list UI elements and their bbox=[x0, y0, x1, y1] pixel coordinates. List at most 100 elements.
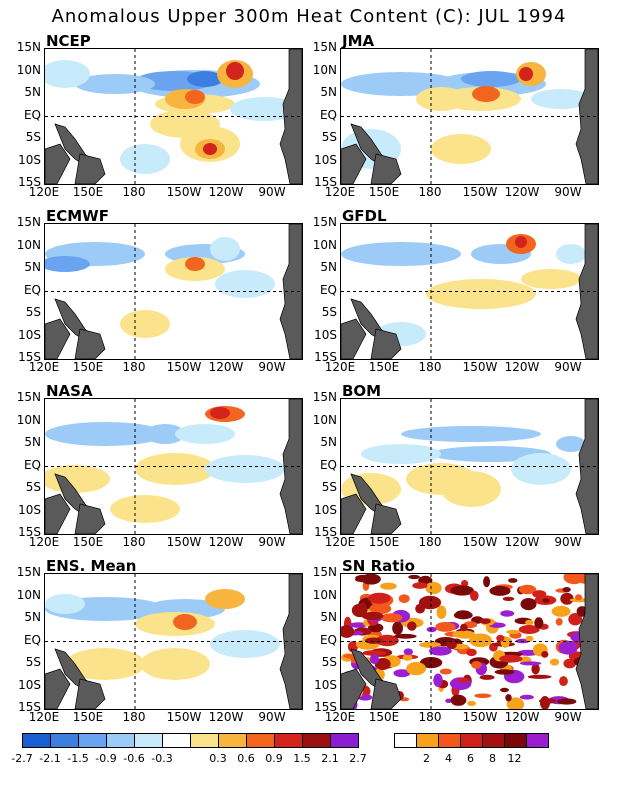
sn-ratio-contour bbox=[525, 619, 534, 626]
anomaly-contour bbox=[210, 237, 240, 261]
lat-tick-label: 10N bbox=[312, 587, 337, 602]
colorbar-label: 2.1 bbox=[321, 752, 339, 765]
sn-ratio-contour bbox=[489, 585, 511, 596]
land-mask bbox=[45, 493, 71, 534]
anomaly-contour bbox=[45, 465, 110, 493]
map-svg bbox=[45, 224, 302, 359]
anomaly-contour bbox=[210, 407, 230, 419]
sn-ratio-contour bbox=[429, 646, 452, 656]
sn-ratio-contour bbox=[470, 590, 479, 601]
colorbar-label: -0.3 bbox=[151, 752, 173, 765]
lat-tick-label: 5S bbox=[25, 305, 41, 319]
sn-ratio-contour bbox=[341, 625, 355, 638]
sn-ratio-contour bbox=[436, 605, 447, 619]
sn-ratio-contour bbox=[466, 648, 477, 657]
anomaly-contour bbox=[110, 495, 180, 523]
sn-ratio-contour bbox=[505, 694, 512, 702]
lon-tick-label: 120E bbox=[28, 710, 60, 724]
sn-ratio-contour bbox=[525, 635, 534, 642]
colorbar-label: -0.6 bbox=[123, 752, 145, 765]
sn-ratio-contour bbox=[418, 595, 442, 610]
land-mask bbox=[370, 153, 402, 184]
colorbar-label: -2.7 bbox=[11, 752, 33, 765]
sn-ratio-contour bbox=[406, 662, 427, 676]
sn-ratio-contour bbox=[393, 669, 411, 678]
lon-tick-label: 120E bbox=[324, 185, 356, 199]
colorbar-label: 2.7 bbox=[349, 752, 367, 765]
sn-ratio-contour bbox=[402, 654, 413, 661]
lat-tick-label: 15N bbox=[16, 565, 41, 579]
colorbar-swatch bbox=[163, 734, 191, 747]
colorbar-swatch bbox=[219, 734, 247, 747]
land-mask bbox=[341, 493, 367, 534]
sn-ratio-contour bbox=[512, 700, 521, 709]
sn-ratio-contour bbox=[456, 678, 470, 683]
sn-ratio-contour bbox=[483, 576, 491, 588]
anomaly-contour bbox=[145, 424, 185, 444]
anomaly-contour bbox=[130, 287, 200, 311]
sn-ratio-contour bbox=[469, 633, 492, 648]
sn-ratio-contour bbox=[506, 629, 521, 635]
anomaly-contour bbox=[341, 242, 461, 266]
lat-tick-label: 10N bbox=[312, 412, 337, 427]
anomaly-contour bbox=[511, 453, 571, 485]
anomaly-contour bbox=[45, 422, 165, 446]
lon-tick-label: 150W bbox=[166, 360, 202, 374]
sn-ratio-contour bbox=[361, 611, 384, 621]
sn-ratio-contour bbox=[534, 617, 544, 629]
sn-ratio-contour bbox=[540, 696, 550, 709]
lat-tick-label: 10S bbox=[18, 677, 41, 692]
lat-tick-label: 5N bbox=[320, 85, 337, 99]
lat-tick-label: 15N bbox=[16, 390, 41, 404]
anomaly-contour bbox=[120, 310, 170, 338]
sn-ratio-contour bbox=[508, 578, 518, 583]
land-mask bbox=[45, 143, 71, 184]
colorbar-label: -0.9 bbox=[95, 752, 117, 765]
lon-tick-label: 120W bbox=[208, 360, 244, 374]
lon-tick-label: 90W bbox=[258, 185, 286, 199]
sn-ratio-contour bbox=[479, 618, 491, 624]
anomaly-contour bbox=[187, 71, 223, 87]
sn-ratio-contour bbox=[474, 693, 492, 699]
anomaly-contour bbox=[215, 270, 275, 298]
lat-tick-label: 10S bbox=[314, 152, 337, 167]
lat-tick-label: 5S bbox=[321, 130, 337, 144]
anomaly-contour bbox=[519, 67, 533, 81]
lat-tick-label: 15S bbox=[314, 700, 337, 714]
map-svg bbox=[45, 574, 302, 709]
land-mask bbox=[341, 668, 367, 709]
anomaly-contour bbox=[416, 87, 466, 111]
sn-ratio-contour bbox=[361, 574, 381, 585]
land-mask bbox=[370, 328, 402, 359]
lat-tick-label: EQ bbox=[319, 282, 337, 297]
anomaly-contour bbox=[173, 614, 197, 630]
sn-ratio-contour bbox=[467, 700, 476, 706]
lon-tick-label: 150W bbox=[166, 535, 202, 549]
anomaly-contour bbox=[230, 97, 300, 121]
anomaly-contour bbox=[45, 594, 85, 614]
lat-tick-label: 15S bbox=[18, 350, 41, 364]
sn-ratio-contour bbox=[542, 598, 550, 603]
lon-tick-label: 120W bbox=[504, 710, 540, 724]
sn-ratio-contour bbox=[471, 661, 482, 669]
lon-tick-label: 150W bbox=[166, 185, 202, 199]
sn-ratio-contour bbox=[563, 658, 576, 669]
lat-tick-label: 10S bbox=[18, 152, 41, 167]
panel-label: BOM bbox=[342, 382, 382, 400]
colorbar-swatch bbox=[51, 734, 79, 747]
sn-ratio-contour bbox=[452, 631, 465, 638]
sn-ratio-contour bbox=[502, 596, 515, 601]
sn-ratio-contour bbox=[349, 622, 368, 628]
map-panel bbox=[340, 223, 599, 360]
lon-tick-label: 150E bbox=[368, 710, 400, 724]
lon-tick-label: 150W bbox=[462, 535, 498, 549]
colorbar-swatch bbox=[191, 734, 219, 747]
sn-ratio-contour bbox=[527, 674, 552, 679]
land-mask bbox=[45, 668, 71, 709]
anomaly-contour bbox=[205, 455, 285, 483]
land-mask bbox=[74, 678, 106, 709]
lon-tick-label: 180 bbox=[418, 360, 442, 374]
lon-tick-label: 90W bbox=[554, 535, 582, 549]
colorbar-swatch bbox=[303, 734, 331, 747]
lon-tick-label: 90W bbox=[258, 535, 286, 549]
